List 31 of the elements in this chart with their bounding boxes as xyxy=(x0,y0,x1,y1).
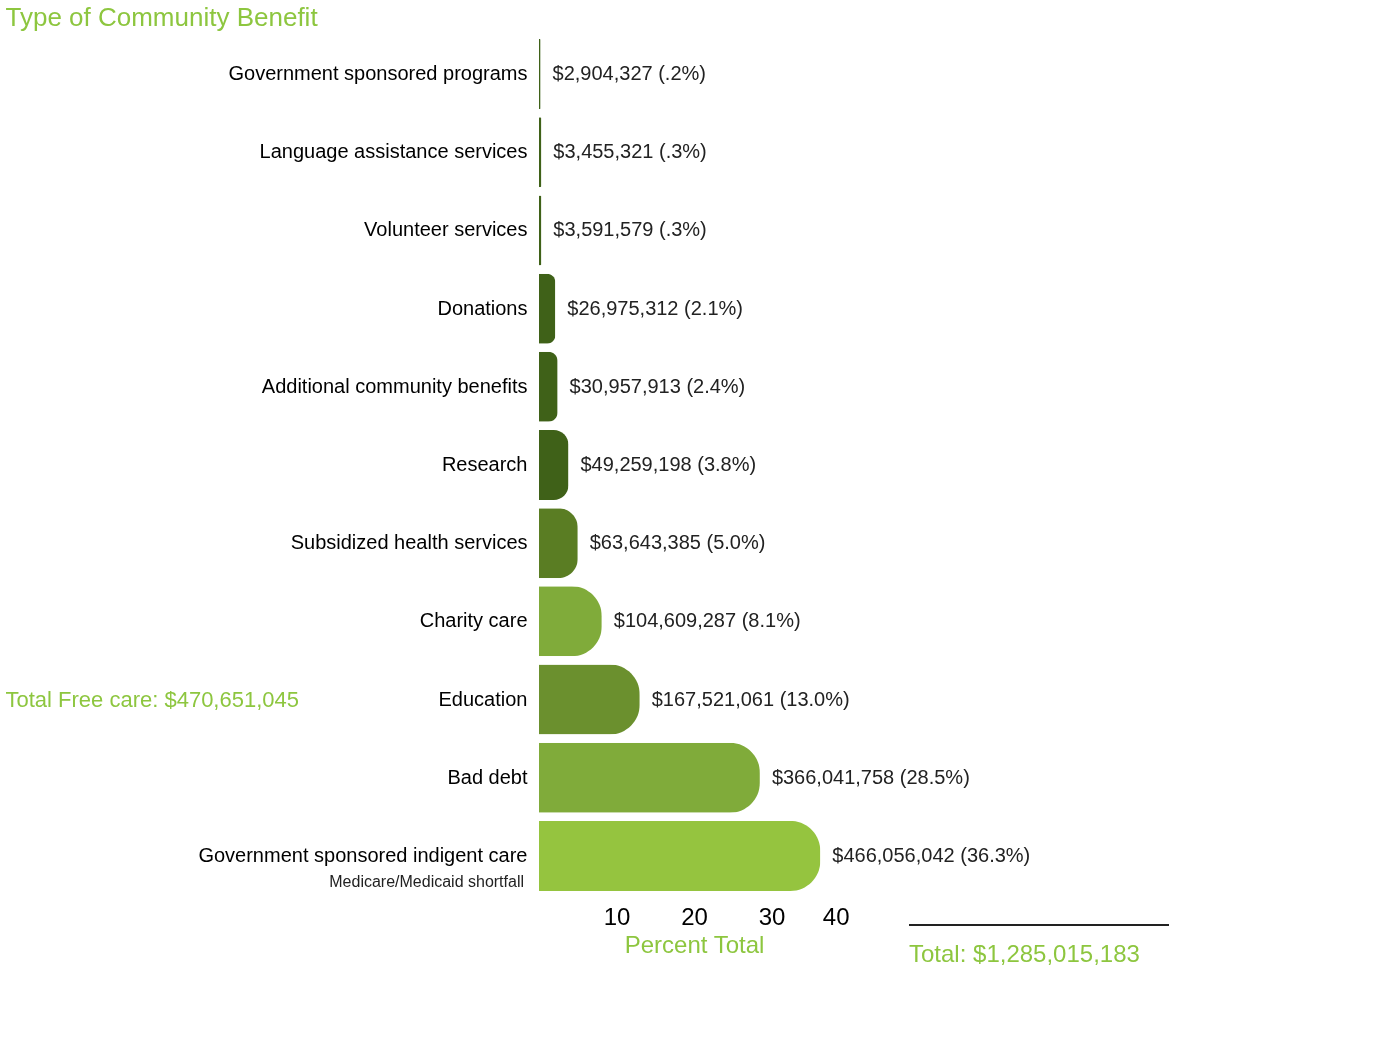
text: Total: $1,285,015,183 xyxy=(909,940,1140,967)
y-tick-label: Charity care xyxy=(419,609,528,632)
text: Medicare/Medicaid shortfall xyxy=(329,872,524,890)
data-label: $3,591,579 (.3%) xyxy=(553,218,707,241)
data-label: $63,643,385 (5.0%) xyxy=(589,531,766,554)
y-tick-label: Subsidized health services xyxy=(290,531,528,554)
data-label: $104,609,287 (8.1%) xyxy=(613,609,801,632)
x-tick-label: 40 xyxy=(822,902,850,930)
y-tick-label: Donations xyxy=(437,296,528,319)
x-tick-label: 20 xyxy=(681,902,708,930)
x-axis-title: Percent Total xyxy=(624,930,765,958)
y-tick-label: Research xyxy=(441,453,528,475)
data-label: $3,455,321 (.3%) xyxy=(553,140,707,163)
text: Type of Community Benefit xyxy=(5,2,319,32)
data-label: $2,904,327 (.2%) xyxy=(552,62,706,85)
y-tick-label: Additional community benefits xyxy=(261,374,528,397)
x-tick-label: 30 xyxy=(758,902,786,930)
data-label: $466,056,042 (36.3%) xyxy=(832,843,1031,866)
y-tick-label: Education xyxy=(438,687,528,710)
data-label: $26,975,312 (2.1%) xyxy=(567,296,743,319)
y-tick-label: Volunteer services xyxy=(364,218,528,241)
y-tick-label: Government sponsored programs xyxy=(228,62,528,85)
data-label: $167,521,061 (13.0%) xyxy=(651,687,850,710)
text: Total Free care: $470,651,045 xyxy=(5,686,299,712)
data-label: $366,041,758 (28.5%) xyxy=(771,765,970,788)
x-tick-label: 10 xyxy=(603,902,631,930)
y-tick-label: Bad debt xyxy=(447,765,528,788)
y-tick-label: Language assistance services xyxy=(259,140,528,163)
y-tick-label: Government sponsored indigent care xyxy=(198,843,528,866)
data-label: $30,957,913 (2.4%) xyxy=(569,374,746,397)
data-label: $49,259,198 (3.8%) xyxy=(580,453,757,475)
